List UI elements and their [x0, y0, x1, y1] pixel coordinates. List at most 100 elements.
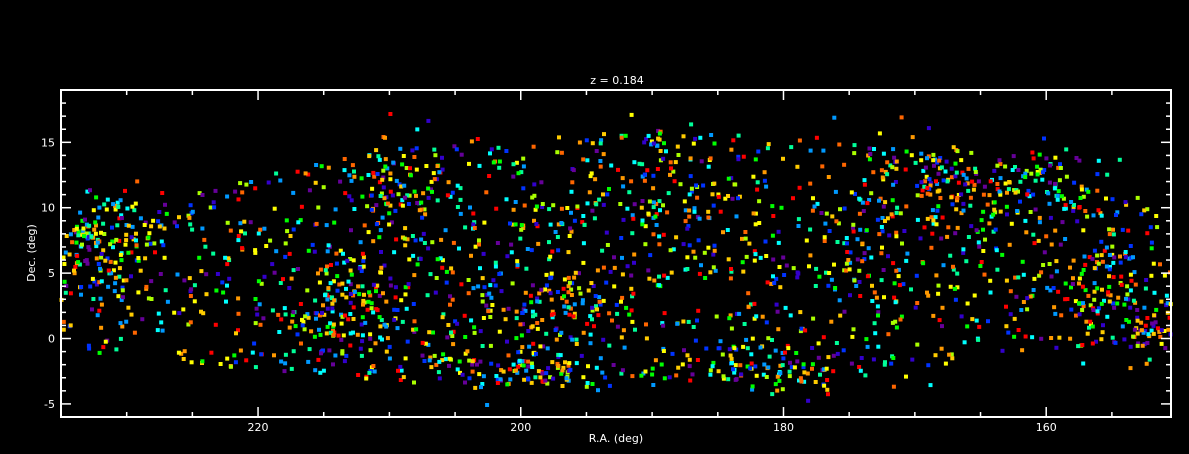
galaxy-point — [480, 344, 485, 348]
galaxy-point — [977, 324, 982, 329]
galaxy-point — [415, 262, 420, 267]
galaxy-point — [778, 285, 783, 290]
galaxy-point — [76, 229, 81, 234]
galaxy-point — [627, 312, 632, 317]
galaxy-point — [563, 310, 568, 315]
galaxy-point — [1128, 272, 1133, 277]
galaxy-point — [236, 311, 241, 316]
galaxy-point — [279, 359, 284, 364]
galaxy-point — [915, 301, 920, 305]
galaxy-point — [458, 370, 462, 375]
galaxy-point — [334, 251, 339, 256]
galaxy-point — [671, 247, 676, 252]
galaxy-point — [312, 334, 317, 339]
galaxy-point — [1131, 334, 1136, 339]
galaxy-point — [382, 196, 387, 201]
galaxy-point — [359, 269, 364, 273]
galaxy-point — [1143, 323, 1148, 328]
galaxy-point — [290, 319, 295, 324]
galaxy-point — [675, 144, 680, 149]
galaxy-point — [331, 362, 335, 367]
galaxy-point — [1072, 180, 1077, 185]
galaxy-point — [592, 216, 597, 221]
galaxy-point — [447, 356, 452, 361]
galaxy-point — [395, 326, 400, 331]
galaxy-point — [736, 157, 741, 162]
galaxy-point — [981, 249, 986, 253]
galaxy-point — [344, 286, 348, 291]
galaxy-point — [1069, 200, 1074, 204]
galaxy-point — [389, 220, 394, 225]
galaxy-point — [1080, 343, 1085, 347]
galaxy-point — [414, 327, 419, 332]
chart-title: z = 0.184 — [590, 74, 643, 87]
galaxy-point — [1092, 297, 1097, 302]
galaxy-point — [317, 280, 322, 285]
galaxy-point — [288, 234, 293, 238]
galaxy-point — [501, 369, 506, 374]
galaxy-point — [608, 269, 613, 274]
galaxy-point — [343, 313, 347, 318]
galaxy-point — [954, 207, 959, 212]
galaxy-point — [432, 147, 437, 152]
galaxy-point — [805, 371, 810, 376]
galaxy-point — [712, 243, 717, 248]
galaxy-point — [897, 283, 902, 288]
galaxy-point — [1053, 155, 1058, 160]
galaxy-point — [437, 376, 442, 381]
galaxy-point — [657, 242, 662, 247]
galaxy-point — [780, 363, 785, 368]
galaxy-point — [62, 279, 67, 284]
galaxy-point — [1133, 282, 1138, 287]
galaxy-point — [691, 325, 696, 329]
galaxy-point — [569, 189, 574, 194]
galaxy-point — [749, 352, 754, 357]
galaxy-point — [111, 202, 116, 207]
galaxy-point — [497, 329, 502, 334]
galaxy-point — [497, 159, 502, 164]
galaxy-point — [256, 279, 261, 284]
galaxy-point — [919, 193, 924, 198]
galaxy-point — [344, 295, 349, 300]
galaxy-point — [588, 332, 593, 337]
galaxy-point — [519, 227, 524, 232]
galaxy-point — [926, 293, 931, 298]
galaxy-point — [534, 204, 539, 209]
galaxy-point — [796, 224, 801, 228]
galaxy-point — [488, 315, 493, 319]
galaxy-point — [1139, 212, 1144, 217]
galaxy-point — [813, 380, 818, 384]
galaxy-point — [375, 172, 380, 176]
galaxy-point — [1151, 331, 1156, 336]
galaxy-point — [1025, 307, 1030, 312]
galaxy-point — [585, 201, 590, 206]
galaxy-point — [1135, 331, 1140, 336]
galaxy-point — [540, 202, 545, 206]
galaxy-point — [1013, 275, 1018, 280]
galaxy-point — [1013, 190, 1018, 195]
galaxy-point — [1099, 253, 1104, 258]
galaxy-point — [348, 343, 353, 348]
galaxy-point — [640, 162, 645, 167]
galaxy-point — [900, 241, 904, 246]
galaxy-point — [924, 174, 929, 179]
galaxy-point — [1089, 322, 1093, 326]
galaxy-point — [795, 164, 800, 169]
galaxy-point — [737, 311, 742, 316]
galaxy-point — [399, 298, 404, 303]
galaxy-point — [883, 169, 888, 174]
galaxy-point — [323, 268, 328, 273]
galaxy-point — [588, 314, 593, 319]
galaxy-point — [565, 206, 570, 210]
galaxy-point — [348, 300, 353, 305]
galaxy-point — [1151, 323, 1156, 328]
galaxy-point — [534, 222, 539, 226]
galaxy-point — [218, 362, 223, 366]
galaxy-point — [553, 230, 558, 234]
galaxy-point — [379, 318, 384, 322]
galaxy-point — [1029, 171, 1034, 176]
galaxy-point — [915, 183, 920, 188]
galaxy-point — [661, 323, 666, 328]
galaxy-point — [345, 258, 350, 263]
galaxy-point — [121, 295, 125, 300]
